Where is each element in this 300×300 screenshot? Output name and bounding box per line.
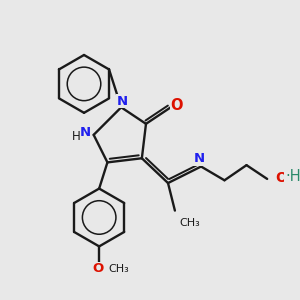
Text: N: N [194,152,205,165]
Text: CH₃: CH₃ [179,218,200,228]
Text: N: N [117,95,128,108]
Text: ·H: ·H [285,169,300,184]
Text: O: O [171,98,183,113]
Text: O: O [92,262,104,275]
Text: H: H [71,130,80,143]
Text: O: O [275,170,287,184]
Text: N: N [80,126,91,139]
Text: CH₃: CH₃ [109,264,130,274]
